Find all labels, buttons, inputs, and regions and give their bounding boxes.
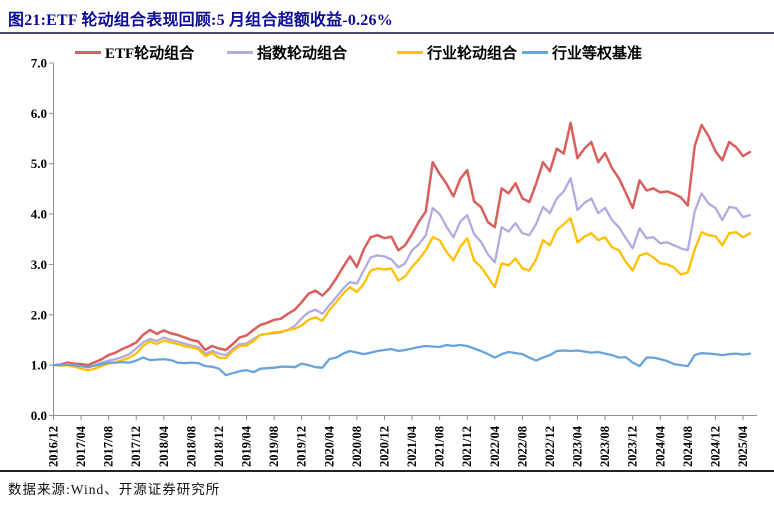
x-tick-label: 2021/04: [405, 425, 419, 467]
x-tick-label: 2019/08: [267, 426, 281, 467]
y-tick-label: 5.0: [31, 156, 47, 171]
series-line-etf-rotation: [52, 121, 752, 367]
y-tick-label: 7.0: [31, 55, 47, 70]
x-tick-label: 2017/12: [129, 426, 143, 467]
x-tick-label: 2019/04: [240, 425, 254, 467]
legend-label-industry-rotation: 行业轮动组合: [426, 44, 518, 62]
x-tick-label: 2025/04: [736, 425, 750, 467]
series-line-industry-equal-weight-benchmark: [52, 343, 752, 377]
series-line-industry-rotation: [52, 216, 752, 372]
footer-divider: [0, 470, 774, 472]
series-line-index-rotation: [52, 177, 752, 369]
x-tick-label: 2020/04: [322, 425, 336, 467]
y-tick-label: 3.0: [31, 257, 47, 272]
x-tick-label: 2024/08: [681, 426, 695, 467]
y-tick-label: 1.0: [31, 358, 47, 373]
y-tick-label: 2.0: [31, 307, 47, 322]
y-tick-label: 6.0: [31, 106, 47, 121]
x-tick-label: 2020/08: [350, 426, 364, 467]
x-tick-label: 2023/04: [571, 425, 585, 467]
x-tick-label: 2017/08: [102, 426, 116, 467]
x-tick-label: 2024/04: [653, 425, 667, 467]
x-tick-label: 2024/12: [708, 426, 722, 467]
x-tick-label: 2022/04: [488, 425, 502, 467]
x-tick-label: 2020/12: [377, 426, 391, 467]
legend-label-industry-equal-weight-benchmark: 行业等权基准: [551, 44, 642, 62]
x-tick-label: 2019/12: [295, 426, 309, 467]
x-tick-label: 2023/12: [626, 426, 640, 467]
y-tick-label: 4.0: [31, 207, 47, 222]
x-tick-label: 2016/12: [47, 426, 61, 467]
x-tick-label: 2018/04: [157, 425, 171, 467]
legend-label-index-rotation: 指数轮动组合: [257, 44, 348, 62]
source-note: 数据来源:Wind、开源证券研究所: [8, 482, 221, 497]
x-tick-label: 2017/04: [74, 425, 88, 467]
x-tick-label: 2018/08: [184, 426, 198, 467]
x-tick-label: 2022/08: [515, 426, 529, 467]
x-tick-label: 2023/08: [598, 426, 612, 467]
x-tick-label: 2021/08: [433, 426, 447, 467]
title-divider: [0, 32, 774, 34]
x-tick-label: 2018/12: [212, 426, 226, 467]
x-tick-label: 2022/12: [543, 426, 557, 467]
legend-label-etf-rotation: ETF轮动组合: [105, 44, 195, 62]
chart-title: 图21:ETF 轮动组合表现回顾:5 月组合超额收益-0.26%: [8, 12, 393, 29]
x-tick-label: 2021/12: [460, 426, 474, 467]
y-tick-label: 0.0: [31, 408, 47, 423]
